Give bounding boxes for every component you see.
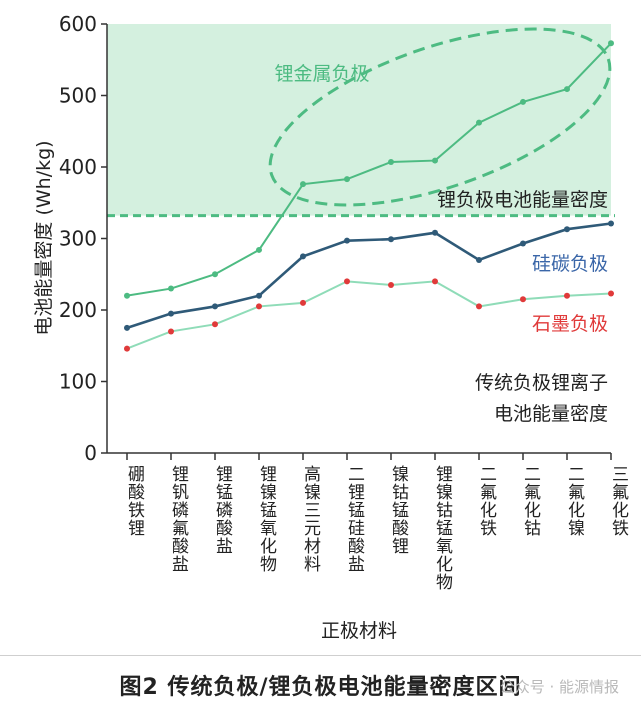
- y-tick-label: 200: [59, 298, 97, 322]
- lithium-metal-point: [344, 176, 350, 183]
- traditional-label-line1: 传统负极锂离子: [475, 372, 608, 394]
- silicon-carbon-point: [564, 226, 570, 233]
- graphite-point: [124, 345, 130, 352]
- silicon-carbon-point: [300, 253, 306, 260]
- figure-caption: 图2 传统负极/锂负极电池能量密度区间: [119, 675, 522, 700]
- lithium-metal-point: [608, 40, 614, 47]
- y-tick-label: 100: [59, 370, 97, 394]
- lithium-metal-point: [388, 158, 394, 165]
- x-tick-label: 高镍三元材料: [300, 465, 321, 573]
- graphite-point: [520, 296, 526, 303]
- lithium-metal-point: [256, 246, 262, 253]
- x-tick-label: 镍钴锰酸锂: [388, 465, 409, 555]
- lithium-metal-point: [124, 292, 130, 299]
- silicon-carbon-point: [388, 236, 394, 243]
- lithium-zone-shade: [107, 24, 611, 216]
- traditional-label-line2: 电池能量密度: [494, 403, 608, 425]
- silicon-carbon-point: [432, 229, 438, 236]
- silicon-carbon-point: [212, 303, 218, 310]
- y-tick-label: 300: [59, 227, 97, 251]
- lithium-metal-point: [432, 157, 438, 164]
- graphite-point: [344, 278, 350, 285]
- x-tick-label: 三氟化铁: [608, 465, 629, 537]
- graphite-point: [432, 278, 438, 285]
- silicon-carbon-label: 硅碳负极: [532, 253, 608, 275]
- x-tick-label: 锂锰磷酸盐: [212, 465, 233, 555]
- caption-divider: [0, 655, 641, 656]
- graphite-point: [168, 328, 174, 335]
- graphite-label: 石墨负极: [532, 313, 608, 335]
- x-tick-label: 锂镍钴锰氧化物: [432, 465, 453, 591]
- x-tick-label: 二氟化钴: [520, 465, 541, 537]
- lithium-metal-point: [520, 98, 526, 105]
- graphite-point: [388, 281, 394, 288]
- silicon-carbon-point: [344, 237, 350, 244]
- lithium-metal-point: [300, 181, 306, 188]
- silicon-carbon-series-line: [126, 222, 612, 330]
- graphite-point: [256, 303, 262, 310]
- silicon-carbon-point: [608, 220, 614, 227]
- x-tick-label: 锂镍锰氧化物: [256, 465, 277, 573]
- lithium-metal-label: 锂金属负极: [274, 63, 369, 85]
- x-tick-label: 二锂锰硅酸盐: [344, 465, 365, 573]
- graphite-point: [564, 292, 570, 299]
- graphite-point: [212, 321, 218, 328]
- graphite-series-line: [126, 280, 612, 350]
- graphite-point: [300, 299, 306, 306]
- watermark: 公众号 · 能源情报: [499, 678, 619, 696]
- y-tick-label: 500: [59, 84, 97, 108]
- lithium-metal-point: [168, 285, 174, 292]
- silicon-carbon-point: [168, 310, 174, 317]
- lithium-metal-point: [212, 271, 218, 278]
- lithium-metal-ellipse: [268, 27, 612, 207]
- y-tick-label: 400: [59, 155, 97, 179]
- y-tick-label: 600: [59, 12, 97, 36]
- x-tick-label: 硼酸铁锂: [124, 465, 145, 537]
- graphite-point: [476, 303, 482, 310]
- energy-density-chart: 0 100 200 300 400 500 600 硼酸铁锂 锂钒磷氟酸盐 锂锰磷酸盐 锂镍锰氧化物…: [33, 12, 629, 642]
- lithium-metal-point: [564, 86, 570, 93]
- graphite-point: [608, 290, 614, 297]
- x-tick-label: 锂钒磷氟酸盐: [168, 465, 189, 573]
- lithium-metal-point: [476, 119, 482, 126]
- x-tick-label: 二氟化镍: [564, 465, 585, 537]
- lithium-metal-series-line: [126, 42, 612, 297]
- silicon-carbon-point: [520, 240, 526, 247]
- y-axis-label: 电池能量密度 (Wh/kg): [33, 140, 55, 335]
- threshold-label: 锂负极电池能量密度: [437, 189, 608, 211]
- silicon-carbon-point: [124, 324, 130, 331]
- x-axis-label: 正极材料: [321, 620, 397, 642]
- silicon-carbon-point: [476, 256, 482, 263]
- x-tick-label: 二氟化铁: [476, 465, 497, 537]
- y-tick-label: 0: [84, 441, 97, 465]
- silicon-carbon-point: [256, 292, 262, 299]
